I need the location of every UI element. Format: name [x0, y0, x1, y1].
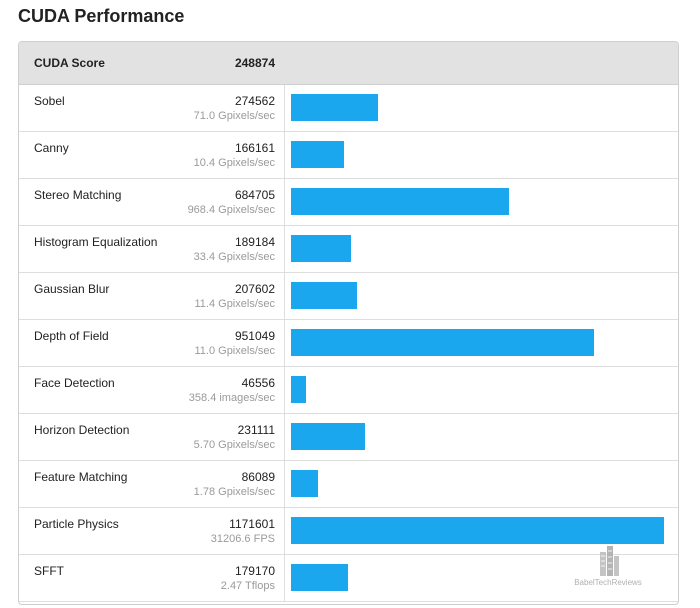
table-row: Histogram Equalization 189184 33.4 Gpixels…	[19, 226, 678, 273]
test-rate: 2.47 Tflops	[220, 580, 275, 592]
test-rate: 10.4 Gpixels/sec	[193, 157, 275, 169]
test-score: 207602	[234, 282, 275, 296]
test-name: Feature Matching	[34, 470, 128, 484]
test-name: Particle Physics	[34, 517, 119, 531]
test-name: Stereo Matching	[34, 188, 122, 202]
test-rate: 31206.6 FPS	[210, 533, 275, 545]
table-row: Horizon Detection 231111 5.70 Gpixels/sec	[19, 414, 678, 461]
test-name: Depth of Field	[34, 329, 109, 343]
benchmark-panel: CUDA Score 248874 Sobel 274562 71.0 Gpixel…	[18, 41, 679, 605]
table-row: Sobel 274562 71.0 Gpixels/sec	[19, 85, 678, 132]
score-bar	[291, 94, 378, 121]
test-name: Face Detection	[34, 376, 115, 390]
score-header-value: 248874	[234, 56, 275, 70]
column-divider	[284, 320, 285, 366]
test-rate: 11.0 Gpixels/sec	[194, 345, 275, 357]
test-rate: 33.4 Gpixels/sec	[193, 251, 275, 263]
table-row: Face Detection 46556 358.4 images/sec	[19, 367, 678, 414]
test-score: 684705	[234, 188, 275, 202]
test-name: SFFT	[34, 564, 64, 578]
score-bar	[291, 329, 594, 356]
score-bar	[291, 235, 351, 262]
test-rate: 5.70 Gpixels/sec	[193, 439, 275, 451]
test-name: Canny	[34, 141, 69, 155]
test-rate: 968.4 Gpixels/sec	[187, 204, 275, 216]
watermark-text: BabelTechReviews	[574, 578, 642, 587]
column-divider	[284, 132, 285, 178]
table-row: SFFT 179170 2.47 Tflops	[19, 555, 678, 602]
score-bar	[291, 282, 357, 309]
score-bar	[291, 423, 365, 450]
column-divider	[284, 273, 285, 319]
column-divider	[284, 367, 285, 413]
test-rate: 71.0 Gpixels/sec	[193, 110, 275, 122]
table-row: Gaussian Blur 207602 11.4 Gpixels/sec	[19, 273, 678, 320]
test-name: Horizon Detection	[34, 423, 130, 437]
score-bar	[291, 470, 318, 497]
test-score: 231111	[237, 423, 275, 437]
score-bar	[291, 141, 344, 168]
test-score: 189184	[234, 235, 275, 249]
column-divider	[284, 461, 285, 507]
score-header: CUDA Score 248874	[19, 42, 678, 85]
table-row: Feature Matching 86089 1.78 Gpixels/sec	[19, 461, 678, 508]
test-name: Gaussian Blur	[34, 282, 110, 296]
column-divider	[284, 226, 285, 272]
column-divider	[284, 179, 285, 225]
building-icon	[600, 546, 619, 576]
table-row: Particle Physics 1171601 31206.6 FPS	[19, 508, 678, 555]
watermark: BabelTechReviews	[568, 546, 648, 596]
score-bar	[291, 517, 664, 544]
table-row: Stereo Matching 684705 968.4 Gpixels/sec	[19, 179, 678, 226]
score-bar	[291, 188, 509, 215]
test-score: 166161	[234, 141, 275, 155]
score-bar	[291, 564, 348, 591]
column-divider	[284, 85, 285, 131]
test-name: Sobel	[34, 94, 65, 108]
test-rate: 1.78 Gpixels/sec	[193, 486, 275, 498]
table-row: Depth of Field 951049 11.0 Gpixels/sec	[19, 320, 678, 367]
column-divider	[284, 414, 285, 460]
test-score: 1171601	[229, 517, 275, 531]
score-header-label: CUDA Score	[34, 56, 105, 70]
score-bar	[291, 376, 306, 403]
test-rate: 11.4 Gpixels/sec	[194, 298, 275, 310]
test-score: 86089	[241, 470, 275, 484]
test-rate: 358.4 images/sec	[188, 392, 275, 404]
test-name: Histogram Equalization	[34, 235, 158, 249]
column-divider	[284, 555, 285, 601]
test-score: 179170	[234, 564, 275, 578]
column-divider	[284, 508, 285, 554]
table-row: Canny 166161 10.4 Gpixels/sec	[19, 132, 678, 179]
test-score: 46556	[241, 376, 275, 390]
test-score: 951049	[234, 329, 275, 343]
test-score: 274562	[234, 94, 275, 108]
page-title: CUDA Performance	[18, 6, 185, 26]
